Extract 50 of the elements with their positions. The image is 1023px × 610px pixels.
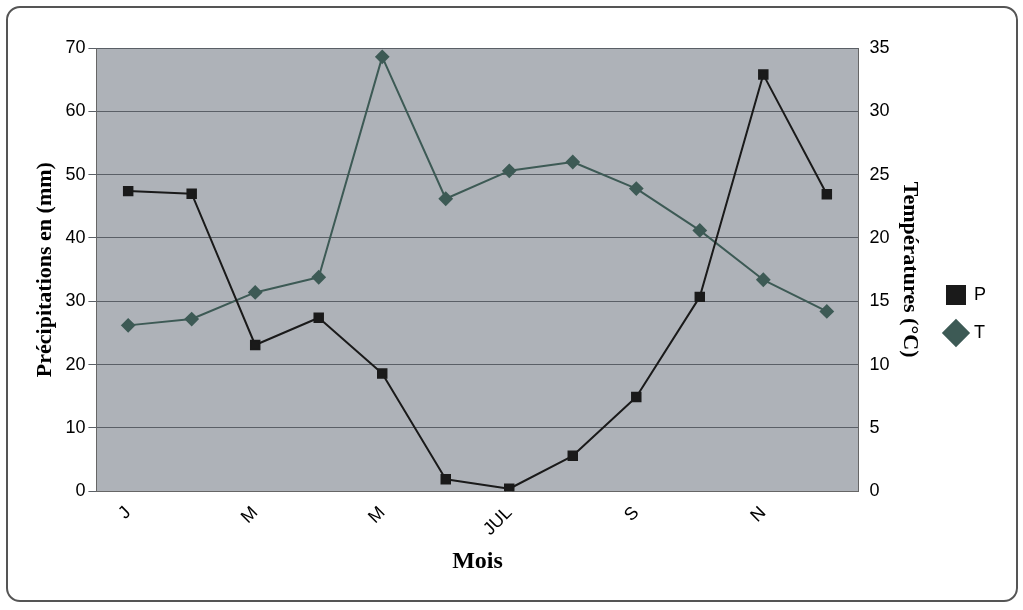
- point: [438, 191, 453, 206]
- y2-tick-label: 35: [869, 36, 890, 57]
- y2-tick-label: 15: [869, 290, 890, 311]
- point: [249, 339, 261, 351]
- legend-label: T: [973, 321, 985, 342]
- point: [694, 291, 706, 303]
- legend-label: P: [973, 283, 987, 304]
- point: [121, 318, 136, 333]
- point: [311, 270, 326, 285]
- x-tick-label: J: [114, 502, 135, 523]
- y2-tick-label: 5: [869, 416, 880, 437]
- x-tick-label: N: [746, 502, 770, 526]
- x-axis-title: Mois: [452, 546, 503, 573]
- y-tick-label: 70: [65, 36, 86, 57]
- y2-tick-label: 30: [869, 100, 890, 121]
- y-axis-title: Précipitations en (mm): [30, 162, 56, 378]
- point: [819, 304, 834, 319]
- point: [821, 189, 833, 200]
- point: [184, 312, 199, 327]
- point: [376, 368, 388, 379]
- y-tick-label: 20: [65, 353, 86, 374]
- y-tick-label: 50: [65, 163, 86, 184]
- x-tick-label: M: [236, 502, 262, 527]
- point: [692, 223, 707, 238]
- y-tick-label: 60: [65, 100, 86, 121]
- y-tick-label: 0: [75, 480, 86, 501]
- y-tick-label: 30: [65, 290, 86, 311]
- point: [248, 285, 263, 300]
- point: [631, 391, 642, 403]
- point: [375, 49, 390, 64]
- point: [502, 163, 517, 178]
- point: [440, 474, 451, 485]
- y2-axis-title: Températures (°C): [899, 181, 925, 358]
- point: [629, 181, 644, 196]
- y-tick-label: 10: [65, 416, 86, 437]
- x-tick-label: M: [363, 502, 389, 527]
- point: [567, 450, 579, 462]
- y2-tick-label: 0: [869, 480, 880, 501]
- y2-tick-label: 10: [869, 353, 890, 374]
- point: [756, 272, 771, 287]
- y2-tick-label: 25: [869, 163, 890, 184]
- point: [122, 185, 134, 197]
- y2-tick-label: 20: [869, 226, 890, 247]
- point: [758, 69, 769, 80]
- point: [565, 154, 580, 169]
- y-tick-label: 40: [65, 226, 86, 247]
- point: [186, 188, 197, 199]
- x-tick-label: S: [619, 502, 643, 525]
- x-tick-label: JUL: [478, 502, 516, 539]
- point: [313, 312, 324, 324]
